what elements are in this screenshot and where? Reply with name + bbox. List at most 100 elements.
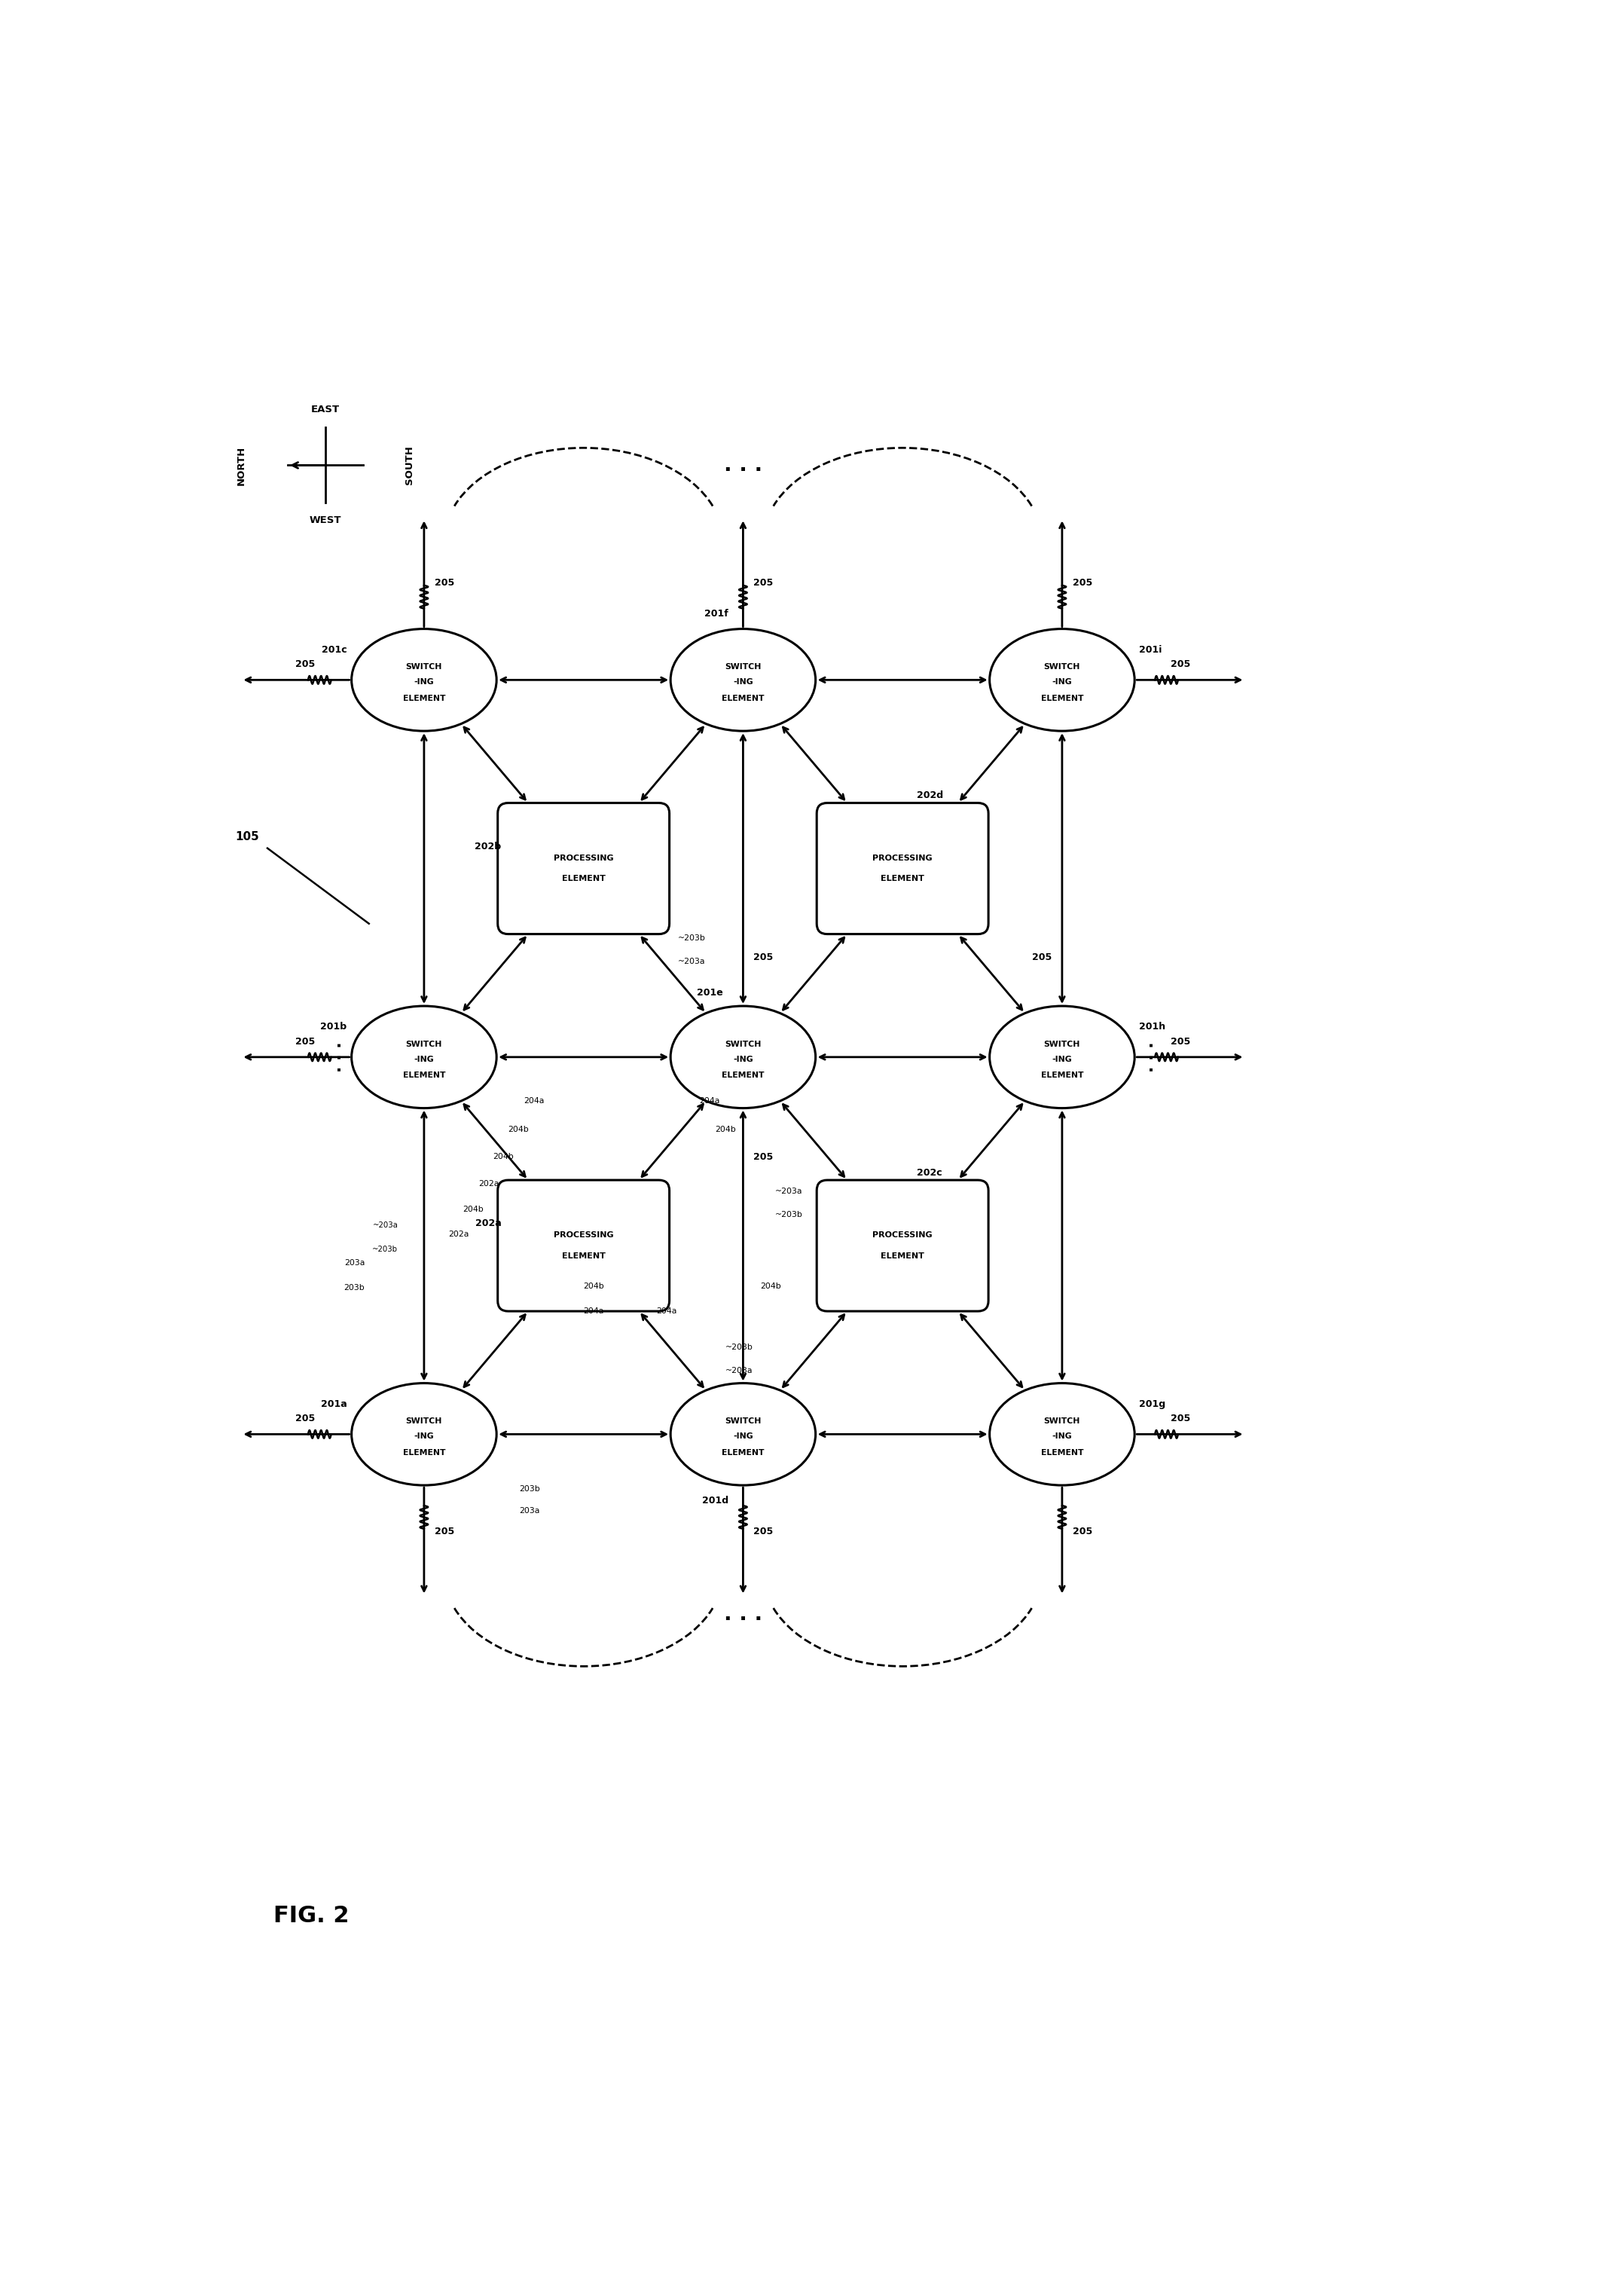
Ellipse shape <box>990 629 1134 730</box>
Text: 205: 205 <box>1171 1038 1191 1047</box>
Text: ELEMENT: ELEMENT <box>402 1072 446 1079</box>
Text: 204b: 204b <box>493 1153 514 1162</box>
Text: SWITCH: SWITCH <box>725 1417 762 1426</box>
Text: SWITCH: SWITCH <box>725 664 762 670</box>
Text: PROCESSING: PROCESSING <box>554 854 613 861</box>
Text: 204b: 204b <box>508 1125 529 1134</box>
Text: SWITCH: SWITCH <box>406 1417 442 1426</box>
Ellipse shape <box>990 1006 1134 1109</box>
Text: 205: 205 <box>754 1527 773 1536</box>
Text: 204a: 204a <box>656 1306 677 1316</box>
Text: ELEMENT: ELEMENT <box>1041 1072 1083 1079</box>
Text: -ING: -ING <box>1052 1056 1072 1063</box>
Text: 201g: 201g <box>1139 1398 1166 1410</box>
Text: 204b: 204b <box>462 1205 484 1212</box>
Text: 201a: 201a <box>321 1398 347 1410</box>
Text: . . .: . . . <box>1142 1042 1156 1072</box>
Text: EAST: EAST <box>311 404 340 416</box>
Text: ELEMENT: ELEMENT <box>882 875 925 882</box>
Text: 205: 205 <box>754 953 773 962</box>
Ellipse shape <box>671 1382 816 1486</box>
Text: ~203a: ~203a <box>677 957 706 964</box>
FancyBboxPatch shape <box>816 804 989 934</box>
Ellipse shape <box>351 629 497 730</box>
Text: 205: 205 <box>1171 659 1191 670</box>
Text: 205: 205 <box>1073 1527 1092 1536</box>
Text: -ING: -ING <box>414 1056 434 1063</box>
Text: . . .: . . . <box>723 1603 762 1626</box>
Text: ~203a: ~203a <box>725 1366 754 1375</box>
Text: ELEMENT: ELEMENT <box>562 875 605 882</box>
Text: 105: 105 <box>235 831 259 843</box>
Text: ELEMENT: ELEMENT <box>722 1449 765 1456</box>
Text: 205: 205 <box>1073 579 1092 588</box>
Text: ELEMENT: ELEMENT <box>722 696 765 703</box>
Text: ~203b: ~203b <box>677 934 706 941</box>
Text: 204b: 204b <box>760 1283 781 1290</box>
Text: 205: 205 <box>434 1527 454 1536</box>
Text: NORTH: NORTH <box>236 445 246 484</box>
Text: . . .: . . . <box>329 1042 345 1072</box>
Text: 201c: 201c <box>321 645 347 654</box>
Text: 201h: 201h <box>1139 1022 1166 1031</box>
Text: . . .: . . . <box>723 455 762 475</box>
Ellipse shape <box>671 1006 816 1109</box>
Text: 203b: 203b <box>519 1486 540 1492</box>
Text: 204a: 204a <box>583 1306 604 1316</box>
Text: PROCESSING: PROCESSING <box>872 1231 933 1240</box>
Text: SWITCH: SWITCH <box>1044 664 1080 670</box>
Text: 202c: 202c <box>917 1169 942 1178</box>
Text: ~203b: ~203b <box>725 1343 754 1350</box>
FancyBboxPatch shape <box>816 1180 989 1311</box>
Text: ELEMENT: ELEMENT <box>882 1251 925 1261</box>
Text: ~203a: ~203a <box>775 1187 802 1196</box>
Text: 204b: 204b <box>583 1283 604 1290</box>
FancyBboxPatch shape <box>498 804 669 934</box>
Text: 204a: 204a <box>699 1097 720 1104</box>
Text: 205: 205 <box>434 579 454 588</box>
Text: 201e: 201e <box>696 987 723 996</box>
Ellipse shape <box>990 1382 1134 1486</box>
Text: -ING: -ING <box>1052 1433 1072 1440</box>
Text: 201i: 201i <box>1139 645 1163 654</box>
Text: 205: 205 <box>1171 1414 1191 1424</box>
Ellipse shape <box>351 1006 497 1109</box>
Text: 203b: 203b <box>343 1283 364 1293</box>
Text: 203a: 203a <box>519 1506 540 1515</box>
Text: -ING: -ING <box>733 680 754 687</box>
Text: -ING: -ING <box>414 680 434 687</box>
Text: WEST: WEST <box>310 517 342 526</box>
Text: 201d: 201d <box>703 1495 728 1506</box>
Text: ELEMENT: ELEMENT <box>402 1449 446 1456</box>
Text: 205: 205 <box>1032 953 1052 962</box>
Text: -ING: -ING <box>733 1056 754 1063</box>
Text: SWITCH: SWITCH <box>406 1040 442 1047</box>
Text: SWITCH: SWITCH <box>406 664 442 670</box>
Text: ELEMENT: ELEMENT <box>402 696 446 703</box>
Text: 202a: 202a <box>479 1180 500 1187</box>
Text: -ING: -ING <box>1052 680 1072 687</box>
Text: ELEMENT: ELEMENT <box>1041 1449 1083 1456</box>
Text: 201f: 201f <box>704 608 728 618</box>
Text: 205: 205 <box>295 1414 315 1424</box>
Text: 202a: 202a <box>449 1231 470 1238</box>
Text: PROCESSING: PROCESSING <box>554 1231 613 1240</box>
Text: 205: 205 <box>754 1153 773 1162</box>
Text: 205: 205 <box>295 659 315 670</box>
Text: 205: 205 <box>754 579 773 588</box>
Text: ~203b: ~203b <box>372 1247 398 1254</box>
Text: 203a: 203a <box>345 1258 364 1267</box>
Text: ~203a: ~203a <box>372 1221 398 1228</box>
Text: 202d: 202d <box>917 790 944 801</box>
Ellipse shape <box>671 629 816 730</box>
Text: SWITCH: SWITCH <box>1044 1417 1080 1426</box>
Text: FIG. 2: FIG. 2 <box>273 1906 348 1926</box>
Text: 201b: 201b <box>321 1022 347 1031</box>
FancyBboxPatch shape <box>498 1180 669 1311</box>
Text: ELEMENT: ELEMENT <box>562 1251 605 1261</box>
Text: PROCESSING: PROCESSING <box>872 854 933 861</box>
Ellipse shape <box>351 1382 497 1486</box>
Text: -ING: -ING <box>414 1433 434 1440</box>
Text: -ING: -ING <box>733 1433 754 1440</box>
Text: 204b: 204b <box>715 1125 736 1134</box>
